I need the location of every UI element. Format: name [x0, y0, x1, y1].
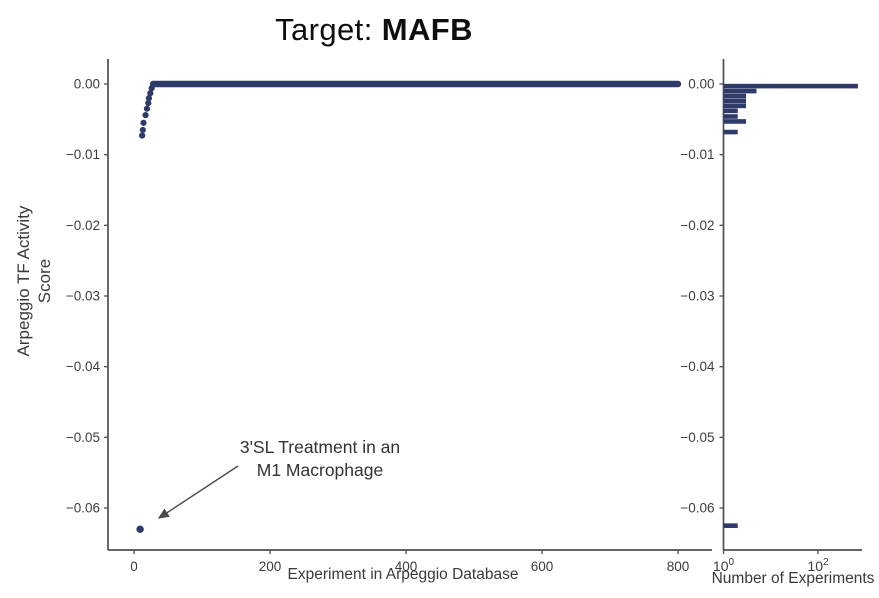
- histogram-bar: [723, 103, 747, 109]
- x-axis-label-histogram: Number of Experiments: [711, 570, 875, 587]
- x-tick-label: 800: [667, 559, 690, 574]
- outlier-point: [136, 525, 144, 533]
- hist-y-tick-label: −0.04: [680, 359, 715, 374]
- outlier-annotation-line2: M1 Macrophage: [256, 460, 384, 480]
- chart-title: Target: MAFB: [275, 12, 473, 48]
- annotation-arrow: [157, 465, 239, 519]
- histogram-bar: [723, 129, 738, 135]
- histogram-bar: [723, 114, 738, 119]
- y-tick-label: −0.05: [66, 430, 100, 445]
- hist-y-tick-label: 0.00: [688, 77, 714, 92]
- hist-y-tick-label: −0.06: [680, 501, 714, 516]
- x-tick-label: 400: [395, 559, 418, 574]
- scatter-point: [140, 119, 147, 126]
- y-tick-label: −0.03: [66, 289, 100, 304]
- histogram-plot: 0.00 −0.01 −0.02 −0.03 −0.04 −0.05 −0.06 100 102: [680, 59, 862, 574]
- outlier-annotation-line1: 3'SL Treatment in an: [239, 437, 401, 457]
- y-tick-label: −0.06: [66, 501, 100, 516]
- hist-x-tick-label: 100: [713, 557, 735, 574]
- scatter-point: [145, 95, 153, 102]
- x-tick-label: 600: [531, 559, 554, 574]
- chart-title-prefix: Target:: [275, 12, 382, 47]
- histogram-bar: [723, 93, 747, 99]
- scatter-point: [139, 126, 146, 134]
- scatter-plot: 0.00 −0.01 −0.02 −0.03 −0.04 −0.05 −0.06 0 200 40…: [66, 59, 712, 574]
- scatter-point: [139, 132, 146, 139]
- x-tick-label: 200: [259, 559, 282, 574]
- y-tick-label: −0.02: [66, 218, 100, 233]
- hist-y-tick-label: −0.01: [680, 147, 714, 162]
- scatter-point: [143, 105, 151, 112]
- histogram-bar: [723, 98, 747, 104]
- histogram-bar: [723, 88, 757, 94]
- hist-y-tick-label: −0.02: [680, 218, 714, 233]
- histogram-bar: [723, 523, 738, 528]
- outlier-annotation: 3'SL Treatment in an M1 Macrophage: [240, 436, 400, 482]
- hist-x-tick-label: 102: [807, 557, 829, 574]
- y-tick-label: −0.01: [66, 147, 100, 162]
- histogram-bar: [723, 108, 738, 114]
- y-tick-label: 0.00: [74, 77, 100, 92]
- hist-y-tick-label: −0.05: [680, 430, 714, 445]
- scatter-point: [148, 85, 155, 92]
- x-axis-label-scatter: Experiment in Arpeggio Database: [287, 566, 519, 583]
- scatter-point: [142, 111, 149, 119]
- chart-title-target-gene: MAFB: [381, 12, 473, 47]
- x-tick-label: 0: [130, 559, 138, 574]
- hist-y-tick-label: −0.03: [680, 289, 714, 304]
- histogram-bar: [723, 119, 747, 124]
- histogram-bar: [723, 83, 858, 89]
- scatter-point: [145, 99, 152, 107]
- scatter-point: [147, 90, 154, 97]
- y-tick-label: −0.04: [66, 359, 101, 374]
